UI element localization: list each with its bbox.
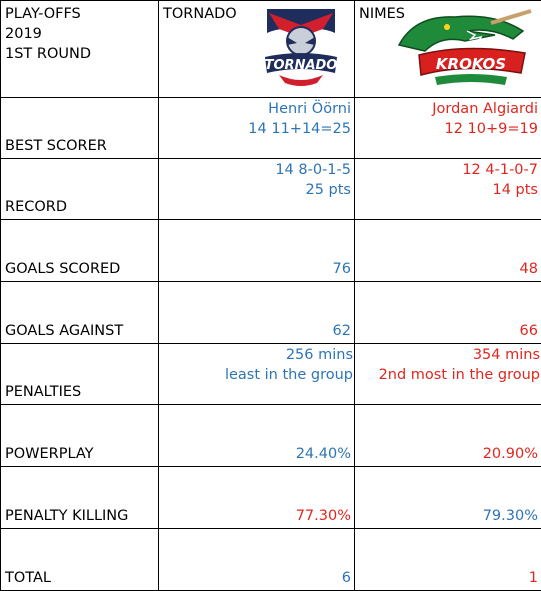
title-line-1: PLAY-OFFS xyxy=(5,4,156,24)
team1-best-scorer-name: Henri Öörni xyxy=(163,99,351,119)
krokos-logo-text: KROKOS xyxy=(436,55,506,73)
team2-penalty-killing: 79.30% xyxy=(355,467,541,529)
label-penalties: PENALTIES xyxy=(1,344,159,405)
title-cell: PLAY-OFFS 2019 1ST ROUND xyxy=(1,1,159,98)
team1-total: 6 xyxy=(159,529,355,591)
header-row: PLAY-OFFS 2019 1ST ROUND TORNADO TORNADO xyxy=(1,1,541,98)
team2-record-line: 12 4-1-0-7 xyxy=(359,160,538,180)
title-line-3: 1ST ROUND xyxy=(5,44,156,64)
row-total: TOTAL 6 1 xyxy=(1,529,541,591)
team1-best-scorer: Henri Öörni 14 11+14=25 xyxy=(159,98,355,159)
label-best-scorer: BEST SCORER xyxy=(1,98,159,159)
team2-header-cell: NIMES KROKOS xyxy=(355,1,541,98)
team2-penalties: 354 mins 2nd most in the group xyxy=(355,344,541,405)
label-goals-against: GOALS AGAINST xyxy=(1,282,159,344)
label-penalty-killing: PENALTY KILLING xyxy=(1,467,159,529)
krokos-logo: KROKOS xyxy=(395,5,535,93)
team2-record: 12 4-1-0-7 14 pts xyxy=(355,159,541,220)
team2-goals-scored: 48 xyxy=(355,220,541,282)
team1-goals-against: 62 xyxy=(159,282,355,344)
team1-powerplay: 24.40% xyxy=(159,405,355,467)
row-goals-against: GOALS AGAINST 62 66 xyxy=(1,282,541,344)
row-powerplay: POWERPLAY 24.40% 20.90% xyxy=(1,405,541,467)
row-goals-scored: GOALS SCORED 76 48 xyxy=(1,220,541,282)
team2-powerplay: 20.90% xyxy=(355,405,541,467)
tornado-logo-text: TORNADO xyxy=(265,58,338,73)
team1-penalty-note: least in the group xyxy=(159,365,353,385)
row-penalties: PENALTIES 256 mins least in the group 35… xyxy=(1,344,541,405)
team2-penalty-note: 2nd most in the group xyxy=(355,365,540,385)
row-best-scorer: BEST SCORER Henri Öörni 14 11+14=25 Jord… xyxy=(1,98,541,159)
team2-penalty-minutes: 354 mins xyxy=(355,345,540,365)
team1-header-cell: TORNADO TORNADO xyxy=(159,1,355,98)
label-powerplay: POWERPLAY xyxy=(1,405,159,467)
team1-record: 14 8-0-1-5 25 pts xyxy=(159,159,355,220)
title-line-2: 2019 xyxy=(5,24,156,44)
team2-best-scorer: Jordan Algiardi 12 10+9=19 xyxy=(355,98,541,159)
team2-best-scorer-name: Jordan Algiardi xyxy=(359,99,538,119)
team2-goals-against: 66 xyxy=(355,282,541,344)
label-total: TOTAL xyxy=(1,529,159,591)
team2-total: 1 xyxy=(355,529,541,591)
tornado-logo: TORNADO xyxy=(257,3,345,91)
row-record: RECORD 14 8-0-1-5 25 pts 12 4-1-0-7 14 p… xyxy=(1,159,541,220)
team1-goals-scored: 76 xyxy=(159,220,355,282)
label-record: RECORD xyxy=(1,159,159,220)
team1-penalty-minutes: 256 mins xyxy=(159,345,353,365)
team1-best-scorer-stats: 14 11+14=25 xyxy=(163,119,351,139)
team1-record-line: 14 8-0-1-5 xyxy=(163,160,351,180)
team1-record-points: 25 pts xyxy=(163,180,351,200)
team2-record-points: 14 pts xyxy=(359,180,538,200)
team2-best-scorer-stats: 12 10+9=19 xyxy=(359,119,538,139)
row-penalty-killing: PENALTY KILLING 77.30% 79.30% xyxy=(1,467,541,529)
team1-penalties: 256 mins least in the group xyxy=(159,344,355,405)
team1-penalty-killing: 77.30% xyxy=(159,467,355,529)
label-goals-scored: GOALS SCORED xyxy=(1,220,159,282)
